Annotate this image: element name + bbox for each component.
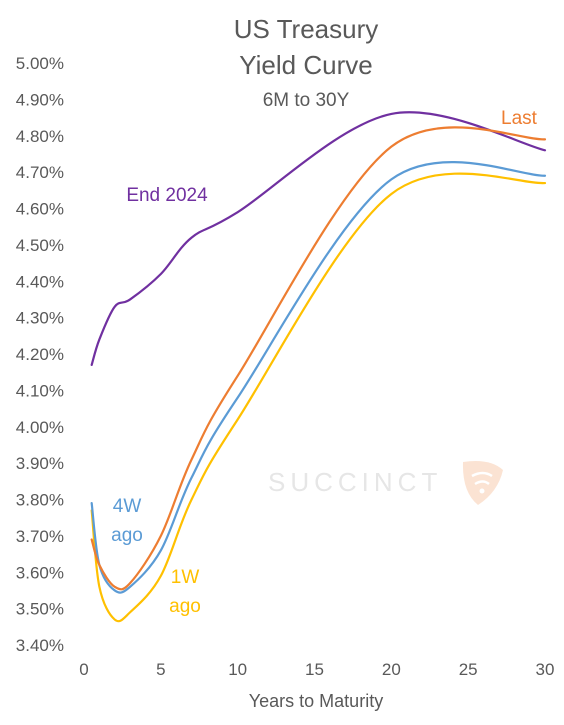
y-tick-label: 3.50% bbox=[16, 600, 64, 619]
y-tick-label: 4.80% bbox=[16, 127, 64, 146]
x-tick-label: 0 bbox=[79, 660, 88, 679]
series-lines bbox=[90, 111, 547, 623]
x-tick-label: 30 bbox=[536, 660, 555, 679]
y-tick-label: 4.30% bbox=[16, 309, 64, 328]
series-label-4w-ago: 4W bbox=[113, 496, 142, 517]
series-label-1w-ago: 1W bbox=[171, 567, 200, 588]
y-tick-label: 4.00% bbox=[16, 418, 64, 437]
y-tick-label: 4.60% bbox=[16, 200, 64, 219]
series-label-1w-ago: ago bbox=[169, 596, 201, 617]
series-line-last bbox=[90, 126, 547, 591]
chart-subtitle: 6M to 30Y bbox=[263, 90, 350, 111]
x-tick-label: 15 bbox=[305, 660, 324, 679]
watermark: SUCCINCT bbox=[268, 461, 503, 505]
chart-title-line-2: Yield Curve bbox=[239, 50, 372, 80]
y-tick-label: 3.40% bbox=[16, 636, 64, 655]
y-tick-label: 5.00% bbox=[16, 54, 64, 73]
series-label-4w-ago: ago bbox=[111, 525, 143, 546]
y-tick-label: 4.20% bbox=[16, 345, 64, 364]
y-tick-label: 3.60% bbox=[16, 563, 64, 582]
x-axis-ticks: 0 5 10 15 20 25 30 bbox=[79, 660, 554, 679]
x-tick-label: 10 bbox=[228, 660, 247, 679]
y-tick-label: 3.70% bbox=[16, 527, 64, 546]
y-tick-label: 3.80% bbox=[16, 491, 64, 510]
chart-title-line-1: US Treasury bbox=[234, 14, 379, 44]
series-labels: End 2024 Last 4W ago 1W ago bbox=[111, 108, 538, 617]
y-axis-ticks: 3.40% 3.50% 3.60% 3.70% 3.80% 3.90% 4.00% 4.10%… bbox=[16, 54, 64, 655]
series-label-end-2024: End 2024 bbox=[126, 185, 208, 206]
y-tick-label: 4.50% bbox=[16, 236, 64, 255]
watermark-text: SUCCINCT bbox=[268, 467, 442, 497]
x-tick-label: 20 bbox=[382, 660, 401, 679]
x-axis-title: Years to Maturity bbox=[249, 691, 383, 711]
series-line-1w-ago bbox=[90, 172, 547, 623]
series-line-4w-ago bbox=[90, 161, 547, 594]
y-tick-label: 4.10% bbox=[16, 381, 64, 400]
y-tick-label: 4.40% bbox=[16, 272, 64, 291]
series-label-last: Last bbox=[501, 108, 538, 129]
series-line-end-2024 bbox=[90, 111, 547, 367]
y-tick-label: 3.90% bbox=[16, 454, 64, 473]
succinct-logo-icon bbox=[462, 461, 503, 505]
y-tick-label: 4.70% bbox=[16, 163, 64, 182]
y-tick-label: 4.90% bbox=[16, 90, 64, 109]
x-tick-label: 25 bbox=[459, 660, 478, 679]
x-tick-label: 5 bbox=[156, 660, 165, 679]
